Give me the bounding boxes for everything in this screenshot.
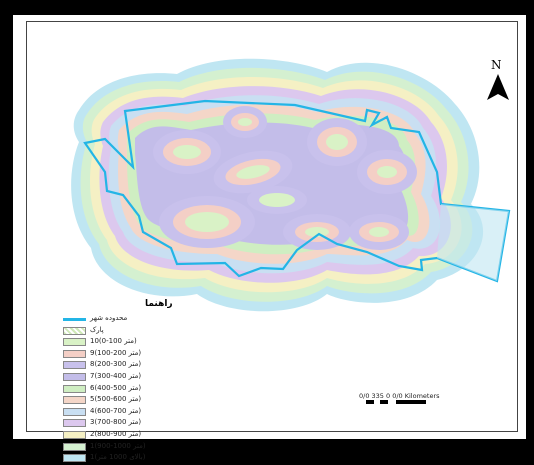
legend-label: 9(100-200 متر) [90,348,142,357]
legend-swatch [63,384,86,393]
map-sheet: N راهنما محدوده شهر پارک 10(0-100 متر) [13,15,526,463]
legend-item: 1(900-1000 متر) [63,442,223,454]
legend-item: 3(700-800 متر) [63,418,223,430]
legend-hatch-swatch [63,326,86,335]
scale-segment [388,400,396,404]
inner-clusters [153,106,417,250]
north-label: N [491,58,502,72]
scale-label: 0/0 335 0 0/0 Kilometers [359,392,440,400]
legend-swatch [63,407,86,416]
scale-segment [366,400,374,404]
legend-item: 5(500-600 متر) [63,395,223,407]
legend-label: پارک [90,325,104,334]
legend-label: 8(200-300 متر) [90,360,142,369]
legend-item: 4(600-700 متر) [63,407,223,419]
north-arrow-icon [487,74,509,100]
distance-zones-map [71,58,511,312]
legend-swatch [63,396,86,405]
legend-item: 1(بالای 1000 متر) [63,453,223,465]
legend-item: 6(400-500 متر) [63,384,223,396]
legend-swatch [63,338,86,347]
legend-item: 10(0-100 متر) [63,337,223,349]
legend-item: 9(100-200 متر) [63,349,223,361]
scale-segment [374,400,380,404]
legend-swatch [63,419,86,428]
legend-swatch [63,454,86,463]
legend-label: 10(0-100 متر) [90,337,137,346]
legend-line-icon [63,318,86,321]
legend-label: 6(400-500 متر) [90,383,142,392]
legend-label: 5(500-600 متر) [90,395,142,404]
legend-item: 8(200-300 متر) [63,360,223,372]
map-panel: N راهنما محدوده شهر پارک 10(0-100 متر) [26,21,518,463]
legend-label: 3(700-800 متر) [90,418,142,427]
legend-title: راهنما [145,299,173,309]
scale-segment [396,400,426,404]
legend-label: 7(300-400 متر) [90,371,142,380]
map-frame: N راهنما محدوده شهر پارک 10(0-100 متر) [3,8,530,463]
legend-label: 2(800-900 متر) [90,429,142,438]
legend-label: 4(600-700 متر) [90,406,142,415]
legend-label: 1(900-1000 متر) [90,441,146,450]
legend-item-park: پارک [63,326,223,338]
legend-label: 1(بالای 1000 متر) [90,453,146,462]
legend-item: 2(800-900 متر) [63,430,223,442]
legend-swatch [63,349,86,358]
boundary-extension [437,204,509,281]
legend: محدوده شهر پارک 10(0-100 متر) 9(100-200 … [63,314,223,465]
scale-segment [380,400,388,404]
legend-swatch [63,430,86,439]
city-boundary [83,99,511,283]
legend-label: محدوده شهر [90,314,128,322]
legend-item-boundary: محدوده شهر [63,314,223,326]
legend-swatch [63,372,86,381]
legend-item: 7(300-400 متر) [63,372,223,384]
legend-swatch [63,361,86,370]
